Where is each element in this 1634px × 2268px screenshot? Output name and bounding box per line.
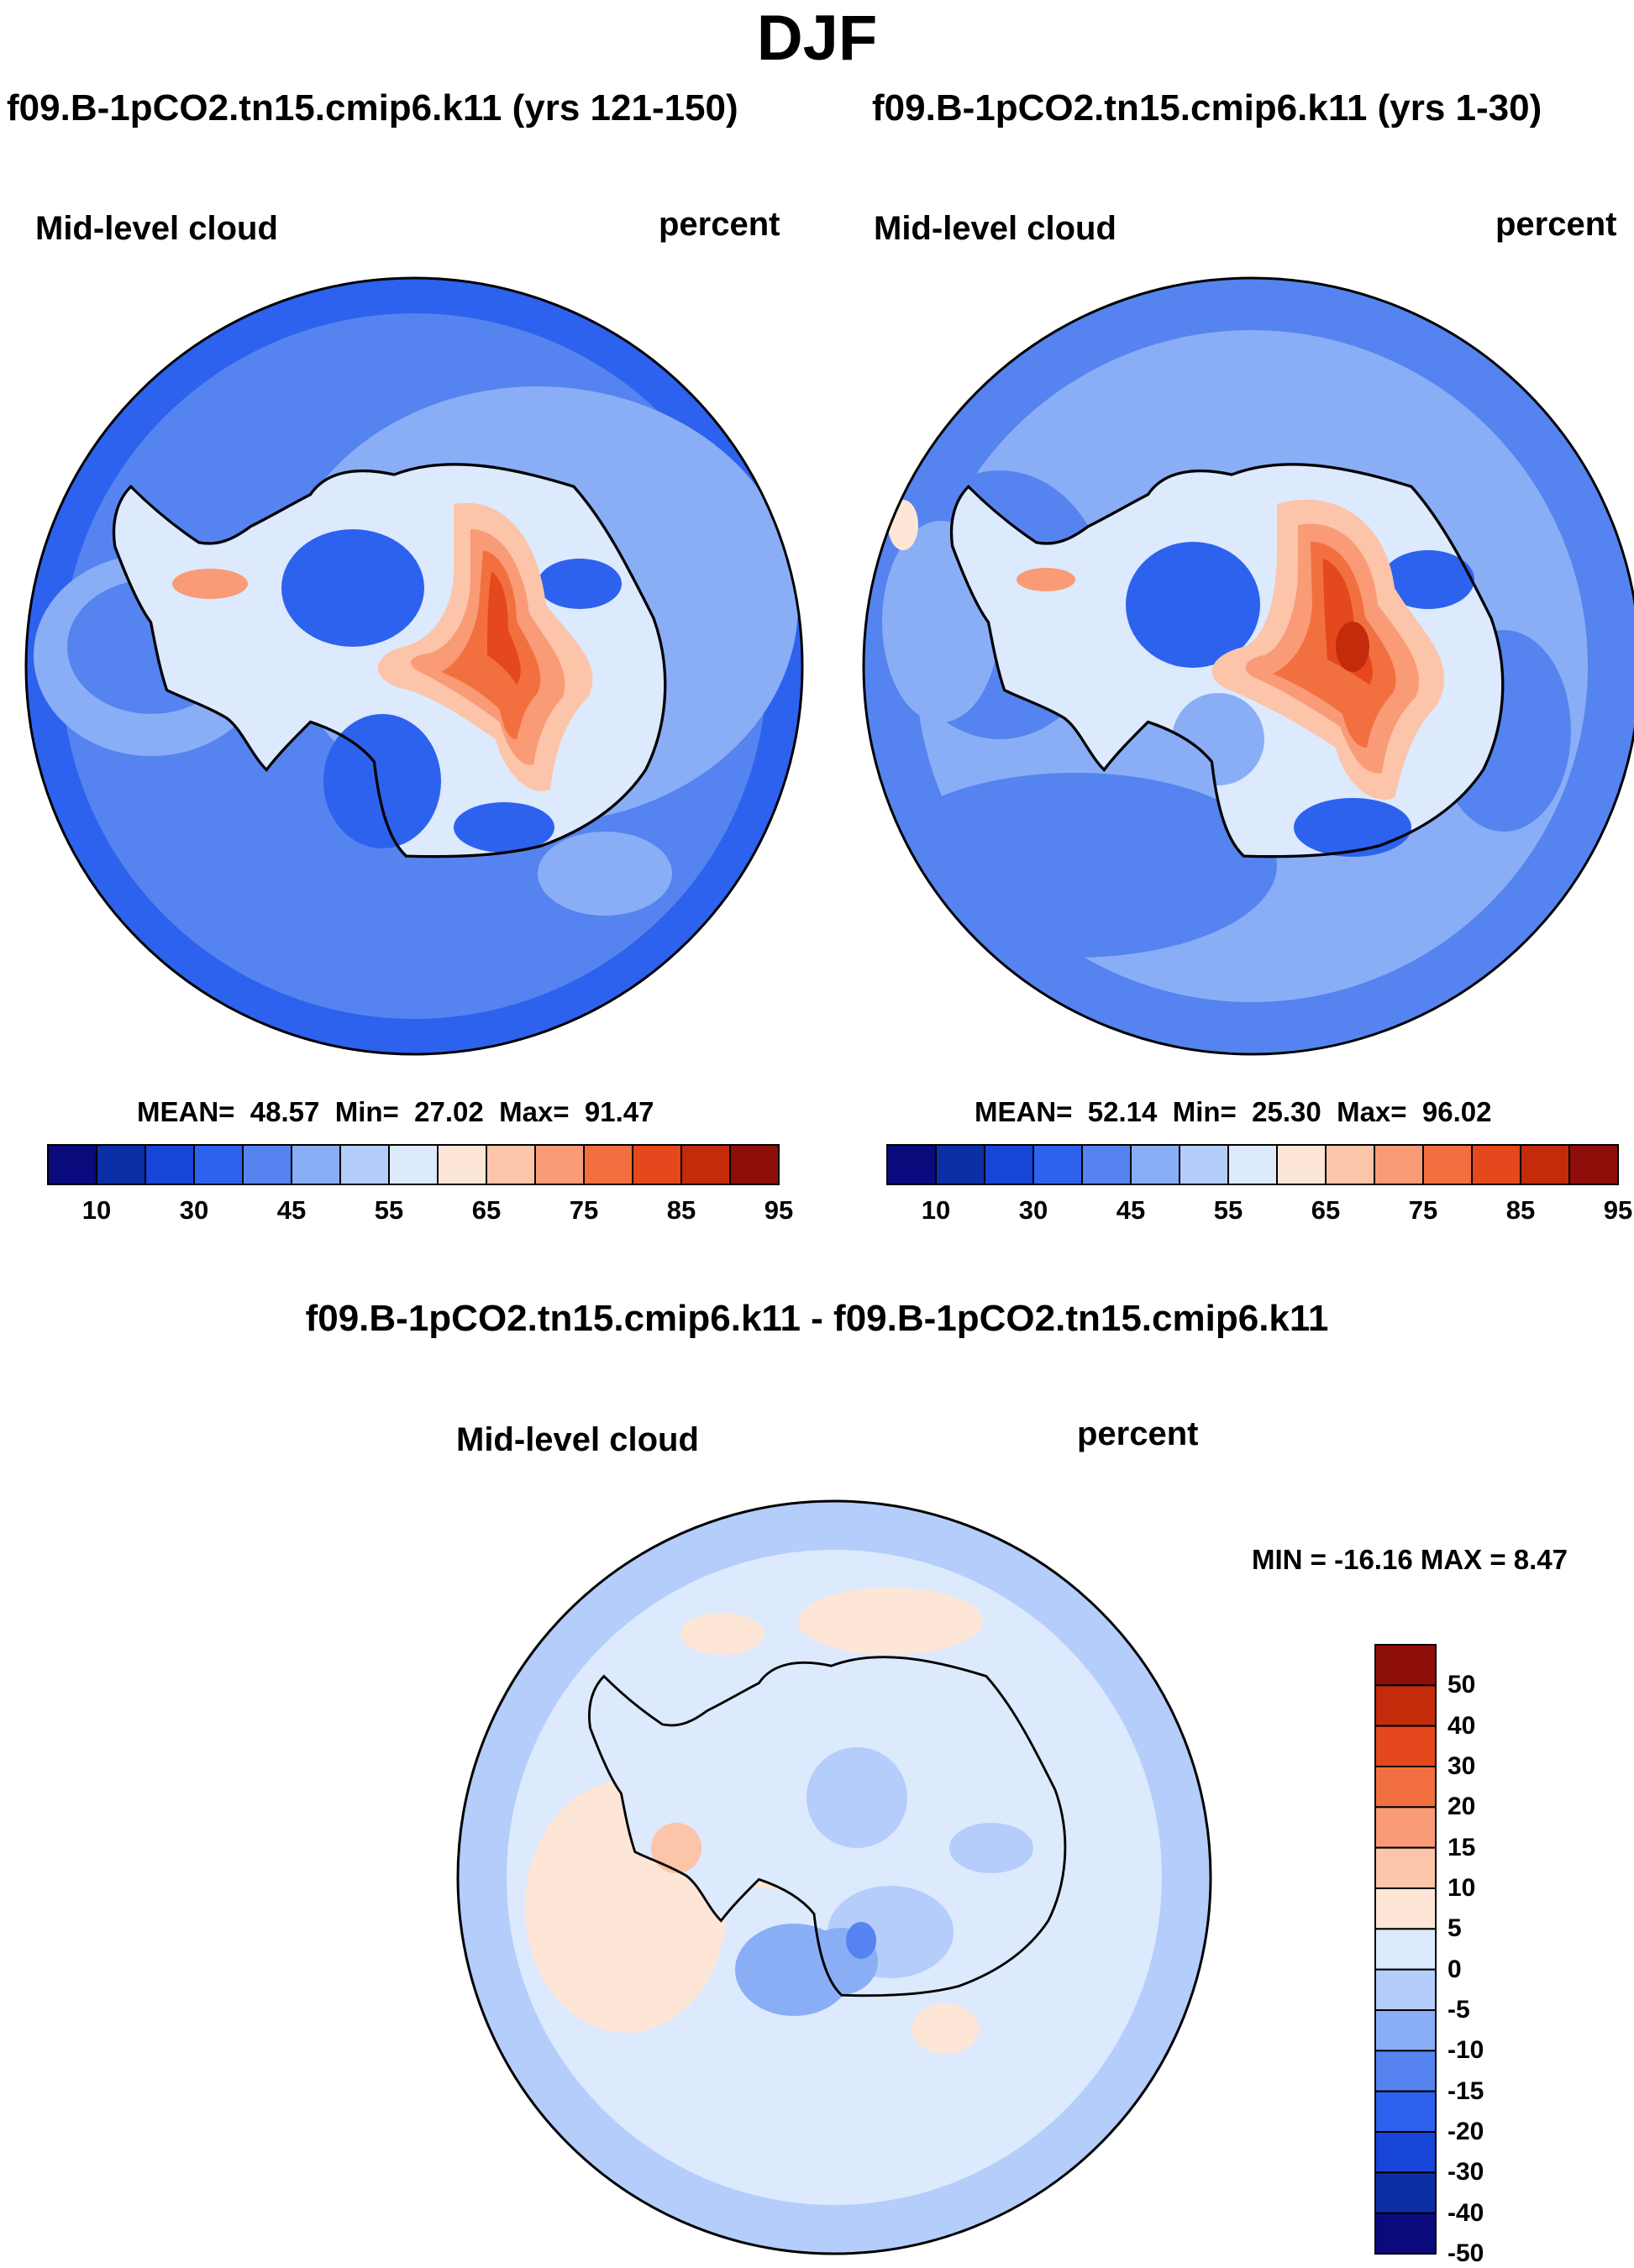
colorbar-swatch xyxy=(984,1144,1034,1185)
diff-colorbar xyxy=(1374,1644,1437,2255)
colorbar-swatch xyxy=(193,1144,244,1185)
colorbar-swatch xyxy=(388,1144,439,1185)
colorbar-tick-label: -30 xyxy=(1447,2158,1484,2187)
colorbar-swatch xyxy=(1032,1144,1083,1185)
colorbar-tick-label: 10 xyxy=(921,1195,951,1225)
colorbar-tick-label: 85 xyxy=(1505,1195,1536,1225)
colorbar-tick-label: -5 xyxy=(1447,1996,1470,2024)
diff-panel-units: percent xyxy=(1077,1415,1199,1452)
colorbar-tick-label: 75 xyxy=(569,1195,599,1225)
colorbar-swatch xyxy=(534,1144,585,1185)
panel-1-variable: Mid-level cloud xyxy=(35,210,278,247)
panel-1-units: percent xyxy=(659,206,780,243)
colorbar-tick-label: 55 xyxy=(374,1195,404,1225)
colorbar-tick-label: 50 xyxy=(1447,1671,1476,1699)
colorbar-tick-label: -15 xyxy=(1447,2076,1484,2105)
colorbar-swatch xyxy=(1374,1766,1437,1809)
colorbar-swatch xyxy=(96,1144,146,1185)
colorbar-swatch xyxy=(1227,1144,1278,1185)
panel-2-map xyxy=(864,278,1634,1054)
colorbar-swatch xyxy=(1422,1144,1473,1185)
colorbar-swatch xyxy=(1374,2212,1437,2255)
colorbar-swatch xyxy=(144,1144,195,1185)
diff-map xyxy=(458,1501,1211,2254)
colorbar-tick-label: 95 xyxy=(1603,1195,1633,1225)
colorbar-tick-label: -50 xyxy=(1447,2239,1484,2267)
panel-2-stats: MEAN= 52.14 Min= 25.30 Max= 96.02 xyxy=(975,1096,1492,1127)
diff-panel-title: f09.B-1pCO2.tn15.cmip6.k11 - f09.B-1pCO2… xyxy=(305,1298,1329,1339)
diff-map-border xyxy=(456,1499,1212,2255)
colorbar-swatch xyxy=(583,1144,633,1185)
colorbar-swatch xyxy=(339,1144,390,1185)
colorbar-swatch xyxy=(1374,2090,1437,2134)
colorbar-tick-label: -20 xyxy=(1447,2118,1484,2145)
colorbar-tick-label: 65 xyxy=(1311,1195,1341,1225)
colorbar-swatch xyxy=(680,1144,731,1185)
colorbar-swatch xyxy=(1520,1144,1570,1185)
colorbar-tick-label: 45 xyxy=(1116,1195,1146,1225)
colorbar-swatch xyxy=(1374,2131,1437,2174)
colorbar-tick-label: 20 xyxy=(1447,1793,1476,1821)
colorbar-swatch xyxy=(1471,1144,1521,1185)
panel-1-stats: MEAN= 48.57 Min= 27.02 Max= 91.47 xyxy=(137,1096,654,1127)
colorbar-tick-label: 95 xyxy=(764,1195,794,1225)
colorbar-tick-label: -40 xyxy=(1447,2198,1484,2227)
colorbar-tick-label: 75 xyxy=(1408,1195,1438,1225)
colorbar-tick-label: 30 xyxy=(1447,1752,1476,1780)
panel-1-colorbar xyxy=(47,1144,780,1185)
colorbar-swatch xyxy=(729,1144,780,1185)
panel-2-colorbar xyxy=(886,1144,1619,1185)
colorbar-swatch xyxy=(1374,2171,1437,2214)
colorbar-tick-label: 0 xyxy=(1447,1955,1462,1983)
figure-title: DJF xyxy=(756,3,878,74)
colorbar-swatch xyxy=(1081,1144,1132,1185)
colorbar-swatch xyxy=(1130,1144,1180,1185)
colorbar-swatch xyxy=(1374,1684,1437,1727)
colorbar-tick-label: 15 xyxy=(1447,1833,1476,1861)
colorbar-tick-label: 45 xyxy=(276,1195,307,1225)
panel-2-variable: Mid-level cloud xyxy=(874,210,1116,247)
diff-minmax: MIN = -16.16 MAX = 8.47 xyxy=(1252,1544,1568,1575)
colorbar-tick-label: 30 xyxy=(1018,1195,1048,1225)
colorbar-swatch xyxy=(1374,2009,1437,2052)
colorbar-swatch xyxy=(1374,1144,1424,1185)
colorbar-tick-label: 30 xyxy=(179,1195,209,1225)
colorbar-swatch xyxy=(291,1144,341,1185)
colorbar-tick-label: 85 xyxy=(666,1195,696,1225)
colorbar-swatch xyxy=(1374,1846,1437,1890)
colorbar-swatch xyxy=(1374,1806,1437,1849)
colorbar-swatch xyxy=(47,1144,97,1185)
colorbar-swatch xyxy=(886,1144,937,1185)
colorbar-tick-label: 10 xyxy=(1447,1874,1476,1902)
colorbar-swatch xyxy=(1374,1644,1437,1687)
panel-1-title: f09.B-1pCO2.tn15.cmip6.k11 (yrs 121-150) xyxy=(7,87,738,129)
colorbar-swatch xyxy=(1276,1144,1327,1185)
panel-2-map-border xyxy=(862,276,1634,1056)
colorbar-swatch xyxy=(242,1144,292,1185)
panel-1-map-border xyxy=(24,276,804,1056)
colorbar-tick-label: 65 xyxy=(471,1195,502,1225)
colorbar-tick-label: 10 xyxy=(81,1195,112,1225)
colorbar-swatch xyxy=(486,1144,536,1185)
colorbar-swatch xyxy=(1374,1887,1437,1930)
colorbar-swatch xyxy=(632,1144,682,1185)
diff-panel-variable: Mid-level cloud xyxy=(456,1421,699,1458)
colorbar-swatch xyxy=(1374,1928,1437,1971)
panel-2-units: percent xyxy=(1495,206,1617,243)
colorbar-swatch xyxy=(1179,1144,1229,1185)
colorbar-tick-label: 40 xyxy=(1447,1711,1476,1740)
colorbar-tick-label: 55 xyxy=(1213,1195,1243,1225)
colorbar-tick-label: -10 xyxy=(1447,2036,1484,2065)
colorbar-swatch xyxy=(1325,1144,1375,1185)
colorbar-swatch xyxy=(1374,2050,1437,2092)
colorbar-swatch xyxy=(935,1144,985,1185)
colorbar-swatch xyxy=(1568,1144,1619,1185)
colorbar-swatch xyxy=(437,1144,487,1185)
colorbar-swatch xyxy=(1374,1968,1437,2012)
panel-1-map xyxy=(26,278,802,1054)
panel-2-title: f09.B-1pCO2.tn15.cmip6.k11 (yrs 1-30) xyxy=(872,87,1542,129)
colorbar-tick-label: 5 xyxy=(1447,1914,1462,1943)
colorbar-swatch xyxy=(1374,1725,1437,1768)
